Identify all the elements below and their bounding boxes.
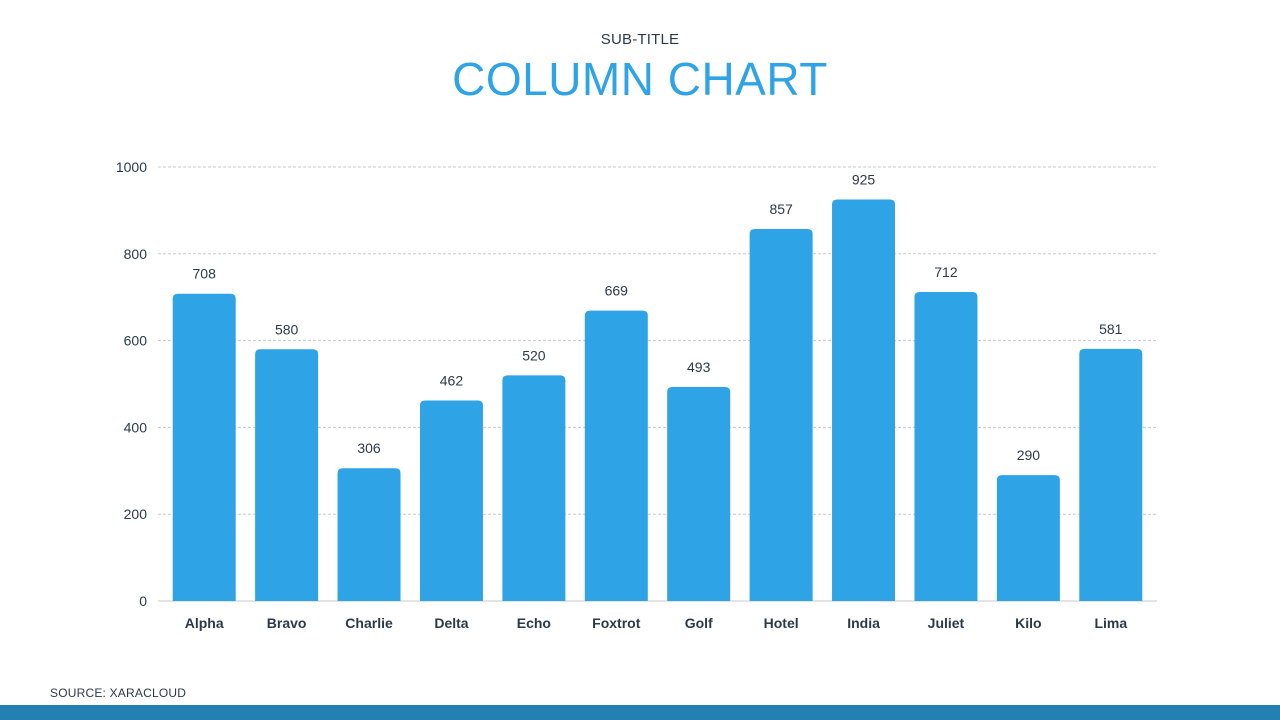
- data-label: 520: [522, 347, 546, 363]
- x-tick-label: Echo: [517, 615, 551, 631]
- data-label: 462: [440, 372, 464, 388]
- bar-bravo: [255, 349, 319, 601]
- data-label: 581: [1099, 321, 1123, 337]
- bar-delta: [419, 400, 483, 601]
- data-label: 708: [193, 266, 217, 282]
- data-label: 306: [357, 440, 381, 456]
- x-tick-label: Foxtrot: [592, 615, 641, 631]
- data-label: 712: [934, 264, 958, 280]
- bar-echo: [502, 375, 566, 601]
- source-note: SOURCE: XARACLOUD: [50, 686, 187, 700]
- y-tick-label: 0: [139, 593, 147, 609]
- bar-kilo: [996, 475, 1060, 601]
- bar-golf: [667, 387, 731, 601]
- x-tick-label: Hotel: [764, 615, 799, 631]
- x-tick-label: Alpha: [185, 615, 224, 631]
- y-tick-label: 400: [124, 419, 148, 435]
- x-tick-label: Charlie: [345, 615, 393, 631]
- bar-juliet: [914, 291, 978, 601]
- data-label: 290: [1017, 447, 1041, 463]
- data-label: 925: [852, 172, 876, 188]
- bar-foxtrot: [584, 310, 648, 601]
- x-tick-label: Juliet: [928, 615, 965, 631]
- y-tick-label: 200: [124, 506, 148, 522]
- y-tick-label: 1000: [116, 159, 147, 175]
- data-label: 857: [769, 201, 793, 217]
- data-label: 669: [605, 283, 629, 299]
- footer-bar: [0, 705, 1280, 720]
- bar-charlie: [337, 468, 401, 601]
- x-tick-label: Lima: [1094, 615, 1127, 631]
- bar-alpha: [172, 293, 236, 601]
- y-tick-label: 800: [124, 246, 148, 262]
- y-tick-label: 600: [124, 333, 148, 349]
- bar-hotel: [749, 229, 813, 601]
- x-tick-label: India: [847, 615, 880, 631]
- data-label: 493: [687, 359, 711, 375]
- chart-title: COLUMN CHART: [452, 53, 828, 105]
- chart-subtitle: SUB-TITLE: [600, 31, 680, 48]
- x-tick-label: Delta: [434, 615, 468, 631]
- x-tick-label: Golf: [685, 615, 713, 631]
- x-tick-label: Kilo: [1015, 615, 1041, 631]
- x-tick-label: Bravo: [267, 615, 307, 631]
- data-label: 580: [275, 321, 299, 337]
- bar-lima: [1079, 348, 1143, 601]
- bar-india: [832, 199, 896, 602]
